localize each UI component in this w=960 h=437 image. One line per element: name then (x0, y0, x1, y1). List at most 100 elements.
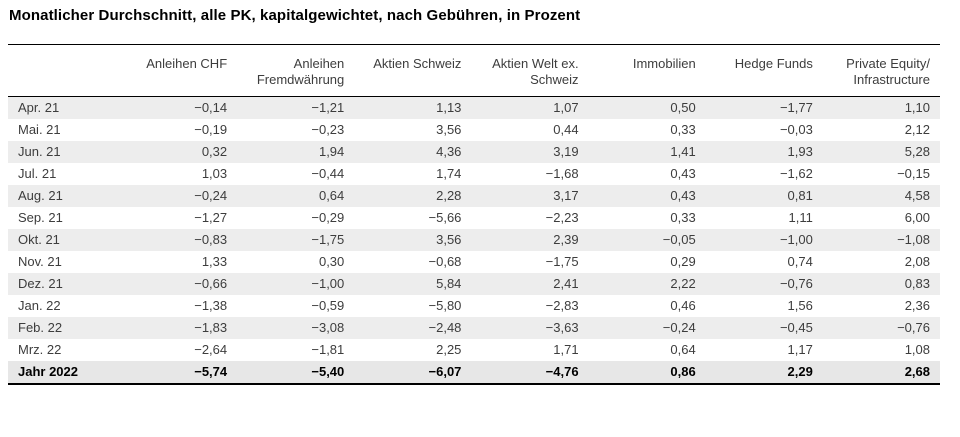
row-label: Nov. 21 (18, 254, 62, 269)
column-header: Anleihen CHF (120, 45, 238, 97)
table-row: Feb. 22 −1,83 −3,08 −2,48 −3,63 −0,24 −0,45 −0,… (8, 317, 940, 339)
value-cell: −0,66 (194, 276, 228, 291)
row-label: Sep. 21 (18, 210, 63, 225)
value-cell: 0,83 (904, 276, 930, 291)
table-row: Jan. 22 −1,38 −0,59 −5,80 −2,83 0,46 1,56 2,36 (8, 295, 940, 317)
total-row-label: Jahr 2022 (18, 364, 78, 379)
value-cell: 2,28 (436, 188, 462, 203)
value-cell: 0,43 (670, 188, 696, 203)
column-header-blank (8, 45, 120, 97)
value-cell: 0,81 (787, 188, 813, 203)
value-cell: 1,41 (670, 144, 696, 159)
value-cell: −1,00 (779, 232, 813, 247)
value-cell: −1,75 (311, 232, 345, 247)
value-cell: −2,23 (545, 210, 579, 225)
value-cell: −5,40 (311, 364, 345, 379)
value-cell: −3,08 (311, 320, 345, 335)
value-cell: −0,83 (194, 232, 228, 247)
value-cell: 1,71 (553, 342, 579, 357)
value-cell: 2,29 (787, 364, 813, 379)
total-row: Jahr 2022 −5,74 −5,40 −6,07 −4,76 0,86 2,29 2,6… (8, 361, 940, 384)
value-cell: −2,83 (545, 298, 579, 313)
value-cell: 5,84 (436, 276, 462, 291)
value-cell: −6,07 (428, 364, 462, 379)
table-row: Mai. 21 −0,19 −0,23 3,56 0,44 0,33 −0,03 2,12 (8, 119, 940, 141)
value-cell: 2,12 (904, 122, 930, 137)
value-cell: −1,68 (545, 166, 579, 181)
value-cell: 3,56 (436, 122, 462, 137)
value-cell: 2,08 (904, 254, 930, 269)
value-cell: 0,30 (318, 254, 345, 269)
table-row: Jul. 21 1,03 −0,44 1,74 −1,68 0,43 −1,62 −0,15 (8, 163, 940, 185)
value-cell: 5,28 (904, 144, 930, 159)
value-cell: −0,23 (311, 122, 345, 137)
value-cell: −0,44 (311, 166, 345, 181)
table-header: Anleihen CHF Anleihen Fremdwährung Aktien … (8, 45, 940, 97)
table-row: Dez. 21 −0,66 −1,00 5,84 2,41 2,22 −0,76 0,83 (8, 273, 940, 295)
value-cell: 6,00 (904, 210, 930, 225)
value-cell: 3,56 (436, 232, 462, 247)
value-cell: −2,48 (428, 320, 462, 335)
value-cell: −4,76 (545, 364, 579, 379)
value-cell: 2,25 (436, 342, 462, 357)
table-row: Sep. 21 −1,27 −0,29 −5,66 −2,23 0,33 1,11 6,00 (8, 207, 940, 229)
value-cell: 1,13 (436, 100, 462, 115)
column-header: Aktien Schweiz (354, 45, 472, 97)
value-cell: −1,08 (897, 232, 930, 247)
value-cell: −0,29 (311, 210, 345, 225)
value-cell: 0,64 (318, 188, 345, 203)
value-cell: −1,27 (194, 210, 228, 225)
value-cell: 2,36 (904, 298, 930, 313)
value-cell: −0,76 (779, 276, 813, 291)
value-cell: 4,36 (436, 144, 462, 159)
row-label: Jan. 22 (18, 298, 61, 313)
value-cell: 0,32 (201, 144, 228, 159)
value-cell: −1,38 (194, 298, 228, 313)
value-cell: −0,45 (779, 320, 813, 335)
value-cell: −1,81 (311, 342, 345, 357)
value-cell: 1,93 (787, 144, 813, 159)
column-header: Private Equity/ Infrastructure (822, 45, 940, 97)
column-header: Immobilien (588, 45, 706, 97)
value-cell: −0,24 (662, 320, 696, 335)
value-cell: 0,33 (670, 210, 696, 225)
value-cell: −0,03 (779, 122, 813, 137)
row-label: Feb. 22 (18, 320, 63, 335)
value-cell: −0,24 (194, 188, 228, 203)
value-cell: 0,33 (670, 122, 696, 137)
table-row: Jun. 21 0,32 1,94 4,36 3,19 1,41 1,93 5,28 (8, 141, 940, 163)
value-cell: −0,14 (194, 100, 228, 115)
value-cell: 4,58 (904, 188, 930, 203)
value-cell: 2,22 (670, 276, 696, 291)
row-label: Jun. 21 (18, 144, 61, 159)
value-cell: −1,62 (779, 166, 813, 181)
value-cell: −1,00 (311, 276, 345, 291)
value-cell: −1,21 (311, 100, 345, 115)
value-cell: −0,76 (897, 320, 930, 335)
value-cell: 0,29 (670, 254, 696, 269)
table-row: Mrz. 22 −2,64 −1,81 2,25 1,71 0,64 1,17 1,08 (8, 339, 940, 361)
value-cell: −5,74 (194, 364, 228, 379)
value-cell: −0,59 (311, 298, 345, 313)
value-cell: −3,63 (545, 320, 579, 335)
row-label: Jul. 21 (18, 166, 57, 181)
value-cell: 1,17 (787, 342, 813, 357)
row-label: Apr. 21 (18, 100, 60, 115)
page-title: Monatlicher Durchschnitt, alle PK, kapit… (9, 7, 581, 24)
table-body: Apr. 21 −0,14 −1,21 1,13 1,07 0,50 −1,77 1,10 Ma… (8, 96, 940, 384)
row-label: Mrz. 22 (18, 342, 62, 357)
value-cell: 0,46 (670, 298, 696, 313)
value-cell: −1,77 (779, 100, 813, 115)
value-cell: 1,03 (201, 166, 228, 181)
value-cell: −0,68 (428, 254, 462, 269)
title-divider (8, 44, 940, 45)
value-cell: 2,41 (553, 276, 579, 291)
returns-table: Anleihen CHF Anleihen Fremdwährung Aktien … (8, 45, 940, 385)
value-cell: 0,44 (553, 122, 579, 137)
value-cell: −0,19 (194, 122, 228, 137)
value-cell: 1,56 (787, 298, 813, 313)
column-header: Hedge Funds (705, 45, 823, 97)
value-cell: −5,66 (428, 210, 462, 225)
value-cell: −2,64 (194, 342, 228, 357)
